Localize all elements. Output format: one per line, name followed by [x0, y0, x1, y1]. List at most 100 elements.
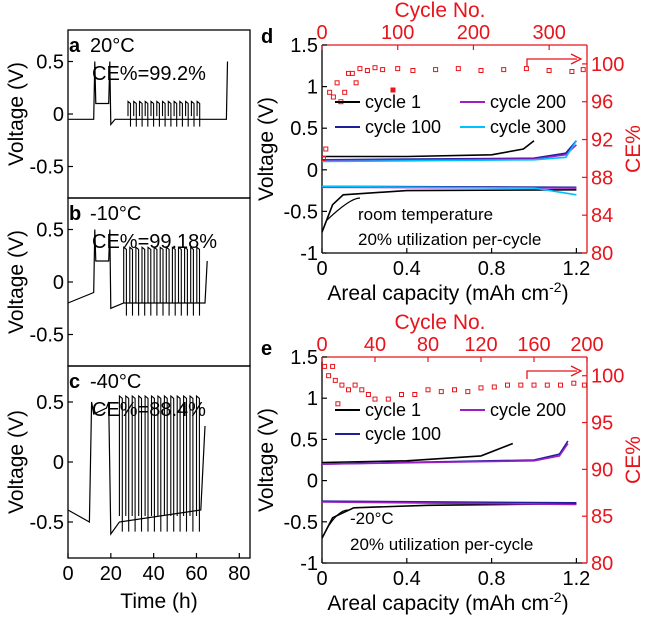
panel-a-temperature: 20°C [90, 35, 135, 57]
panel-e-top-xtick-label: 0 [316, 334, 327, 356]
panel-e-curve-cycle-1 [321, 442, 514, 464]
panel-e-label: e [261, 338, 272, 360]
panel-c-label: c [69, 371, 80, 393]
panel-d-y2label: CE% [622, 125, 645, 173]
panel-d-ce-point [349, 70, 355, 76]
panel-d-ce-point [478, 68, 484, 73]
panel-e-annotation-utilization: 20% utilization per-cycle [350, 535, 533, 554]
panel-d-legend-label: cycle 300 [490, 117, 566, 137]
panel-d-ce-point [523, 66, 529, 72]
panel-a-ytick-label: 0.5 [36, 52, 64, 74]
panel-d-ytick-label: 1.5 [290, 35, 318, 57]
panel-d-xtick-label: 1.2 [562, 258, 590, 280]
panel-d-xtick-label: 0 [316, 258, 327, 280]
panel-d-ce-arrow [526, 58, 577, 67]
panel-d-ce-point [410, 68, 416, 73]
panel-e-ce-point [531, 382, 537, 388]
panel-d-curve-cycle-300 [321, 185, 577, 196]
panel-d-y2tick-label: 92 [591, 130, 613, 152]
panel-e-xtick-label: 0.8 [478, 568, 506, 590]
panel-b-ytick-label: 0 [53, 272, 64, 294]
panel-e-ce-point [330, 363, 336, 369]
panel-e-ytick-label: 0 [307, 471, 318, 493]
panel-d-top-xtick-label: 200 [457, 22, 490, 44]
panel-e-top-xtick-label: 80 [417, 334, 439, 356]
panel-e-top-xtick-label: 40 [364, 334, 386, 356]
panel-d-top-xtick-label: 0 [316, 22, 327, 44]
panel-a-label: a [69, 35, 81, 57]
panel-e-xlabel: Areal capacity (mAh cm-2) [327, 589, 568, 615]
panel-d-y2tick-label: 88 [591, 167, 613, 189]
panel-d-ce-point [455, 66, 461, 72]
panel-d-ce-point [501, 67, 507, 73]
panel-c-ylabel: Voltage (V) [5, 410, 28, 514]
panel-c-ytick-label: 0.5 [36, 392, 64, 414]
panel-e-top-xtick-label: 160 [517, 334, 550, 356]
panel-e-curve-cycle-200 [321, 443, 569, 465]
panel-b-temperature: -10°C [90, 203, 141, 225]
panel-c-temperature: -40°C [90, 371, 141, 393]
panel-e-ce-point [491, 384, 497, 390]
panel-d-ce-point [546, 68, 552, 73]
panel-e-legend-label: cycle 100 [365, 424, 441, 444]
panel-d-y2tick-label: 80 [591, 243, 613, 265]
panel-d-ce-point [580, 67, 586, 73]
panel-e-ytick-label: 1.5 [290, 347, 318, 369]
panel-e-ce-point [425, 387, 431, 393]
panel-d-ce-point [327, 89, 333, 95]
panel-e-y2label: CE% [622, 436, 645, 484]
panel-e-top-title: Cycle No. [394, 311, 485, 334]
panel-d-legend-ce-marker [390, 87, 396, 93]
panel-c-xlabel: Time (h) [120, 590, 197, 613]
panel-d-ce-point [433, 67, 439, 73]
panel-c-xtick-label: 80 [228, 563, 250, 585]
panel-b-ytick-label: 0.5 [36, 220, 64, 242]
panel-e-ce-point [326, 373, 332, 379]
panel-e-ylabel: Voltage (V) [255, 408, 278, 512]
panel-e-y2tick-label: 100 [591, 366, 624, 388]
panel-e-ytick-label: -0.5 [284, 512, 318, 534]
panel-e-curve-cycle-200 [321, 501, 577, 506]
panel-c-cycling-bursts [118, 394, 200, 532]
panel-d-curve-cycle-1 [322, 140, 535, 158]
panel-e-ce-point [346, 387, 351, 393]
panel-e-ce-point [399, 392, 404, 397]
panel-b-cycling-bursts [123, 246, 201, 316]
panel-e-annotation-pointer [325, 509, 349, 531]
panel-d-ce-point [321, 156, 326, 161]
panel-c-ytick-label: 0 [53, 452, 64, 474]
panel-d-ytick-label: -1 [300, 243, 318, 265]
panel-d-ce-point [380, 67, 386, 73]
panel-e-ce-point [452, 387, 457, 393]
panel-d-top-title: Cycle No. [394, 0, 485, 22]
panel-e-legend-label: cycle 200 [490, 400, 566, 420]
panel-e-ce-point [518, 382, 524, 388]
panel-d-ytick-label: 0.5 [290, 118, 318, 140]
panel-e-ce-point [372, 396, 378, 402]
panel-e-ce-point [385, 396, 391, 402]
panel-d-curve-cycle-300 [321, 140, 578, 163]
panel-b-voltage-line [67, 229, 208, 310]
panel-d-ce-arrowhead [570, 53, 583, 65]
panel-e-ce-point [332, 377, 338, 383]
panel-e-ce-point [544, 382, 550, 388]
panel-e-ce-point [438, 389, 444, 395]
panel-c-frame [67, 365, 251, 559]
panel-e-y2tick-label: 90 [591, 459, 613, 481]
panel-c-xtick-label: 20 [100, 563, 122, 585]
panel-a-ytick-label: 0 [53, 104, 64, 126]
panel-e-ce-point [335, 401, 341, 407]
panel-b-ylabel: Voltage (V) [5, 230, 28, 334]
panel-d-ce-point [569, 69, 575, 74]
panel-d-xlabel: Areal capacity (mAh cm-2) [327, 279, 568, 305]
panel-d-ytick-label: -0.5 [284, 201, 318, 223]
panel-b-label: b [69, 203, 81, 225]
panel-c-ytick-label: -0.5 [30, 512, 64, 534]
panel-d-legend-label: cycle 200 [490, 92, 566, 112]
panel-e-ce-point [581, 382, 587, 388]
panel-d-y2tick-label: 96 [591, 92, 613, 114]
panel-c-xtick-label: 40 [143, 563, 165, 585]
panel-d-ce-point [357, 66, 363, 72]
